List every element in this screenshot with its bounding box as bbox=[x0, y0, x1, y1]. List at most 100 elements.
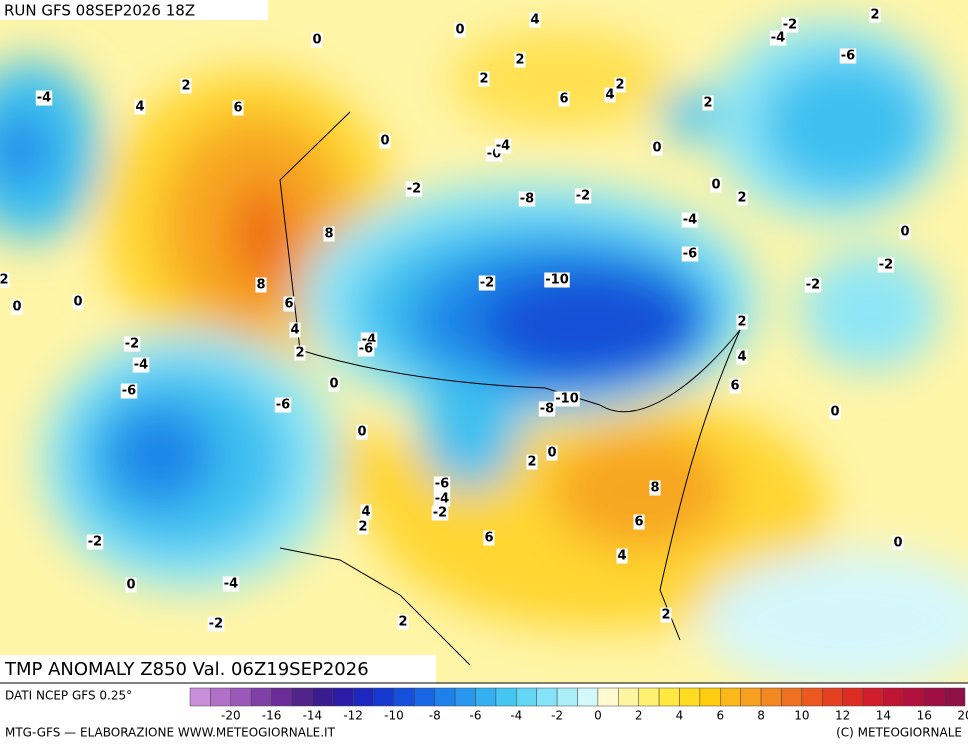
scale-label: 4 bbox=[676, 709, 684, 723]
scale-swatch bbox=[556, 687, 578, 707]
scale-label: 14 bbox=[876, 709, 891, 723]
contour-label-bg bbox=[11, 299, 23, 315]
scale-swatch bbox=[434, 687, 456, 707]
run-label: RUN GFS 08SEP2026 18Z bbox=[4, 2, 195, 20]
contour-label-bg bbox=[72, 294, 84, 310]
color-scale: -20-16-14-12-10-8-6-4-2024681012141620 bbox=[189, 687, 968, 723]
contour-label-bg bbox=[379, 133, 391, 149]
contour-label: -6 bbox=[359, 342, 373, 357]
contour-label: 4 bbox=[361, 505, 370, 520]
contour-label-bg bbox=[829, 404, 841, 420]
scale-swatch bbox=[373, 687, 395, 707]
contour-label-bg bbox=[804, 277, 822, 293]
scale-swatch bbox=[842, 687, 864, 707]
contour-label: 2 bbox=[398, 615, 407, 630]
contour-label: 6 bbox=[559, 92, 568, 107]
contour-label-bg bbox=[120, 383, 138, 399]
contour-label: 2 bbox=[737, 315, 746, 330]
scale-swatch bbox=[393, 687, 415, 707]
contour-label: 2 bbox=[870, 8, 879, 23]
contour-label-bg bbox=[899, 224, 911, 240]
scale-swatch bbox=[618, 687, 639, 707]
contour-label-bg bbox=[478, 275, 496, 291]
borders bbox=[279, 111, 741, 666]
contour-label-bg bbox=[360, 504, 372, 520]
scale-swatch bbox=[720, 687, 741, 707]
contour-label: 4 bbox=[617, 549, 626, 564]
contour-label-bg bbox=[357, 519, 369, 535]
scale-label: 16 bbox=[917, 709, 932, 723]
contour-label-bg bbox=[538, 401, 556, 417]
contour-label: 2 bbox=[527, 455, 536, 470]
contour-label: -4 bbox=[224, 577, 238, 592]
contour-label-bg bbox=[274, 397, 292, 413]
scale-label: -6 bbox=[470, 709, 482, 723]
contour-label: 0 bbox=[652, 141, 661, 156]
scale-swatch bbox=[332, 687, 354, 707]
scale-swatch bbox=[638, 687, 660, 707]
contour-label: 0 bbox=[830, 405, 839, 420]
contour-label-bg bbox=[651, 140, 663, 156]
contour-label: 4 bbox=[290, 323, 299, 338]
contour-label: 0 bbox=[900, 225, 909, 240]
contour-label: 4 bbox=[605, 88, 614, 103]
contour-label-bg bbox=[574, 188, 592, 204]
contour-label-bg bbox=[729, 378, 741, 394]
contour-label: -2 bbox=[88, 535, 102, 550]
contour-label-bg bbox=[207, 616, 225, 632]
contour-label-bg bbox=[736, 190, 748, 206]
contour-label-bg bbox=[0, 272, 10, 288]
contour-label: 2 bbox=[0, 273, 9, 288]
contour-label: -2 bbox=[125, 337, 139, 352]
coast-line bbox=[599, 329, 741, 641]
contour-label-bg bbox=[681, 212, 699, 228]
contour-label: -6 bbox=[435, 477, 449, 492]
scale-swatch bbox=[230, 687, 252, 707]
contour-label-bg bbox=[132, 357, 150, 373]
contour-label-bg bbox=[454, 22, 466, 38]
scale-swatch bbox=[291, 687, 313, 707]
contour-label: 6 bbox=[284, 297, 293, 312]
contour-label: 0 bbox=[357, 425, 366, 440]
scale-label: 10 bbox=[794, 709, 809, 723]
contour-label: 6 bbox=[730, 379, 739, 394]
scale-label: -10 bbox=[384, 709, 404, 723]
contour-label-bg bbox=[869, 7, 881, 23]
scale-swatch bbox=[597, 687, 619, 707]
contour-label-bg bbox=[356, 424, 368, 440]
contour-label-bg bbox=[232, 100, 244, 116]
contour-label: -2 bbox=[783, 18, 797, 33]
scale-swatch bbox=[781, 687, 803, 707]
scale-swatch bbox=[862, 687, 884, 707]
contour-label: -4 bbox=[771, 31, 785, 46]
credit-label: MTG-GFS — ELABORAZIONE WWW.METEOGIORNALE… bbox=[5, 726, 336, 740]
contour-label-bg bbox=[433, 491, 451, 507]
contour-label: 2 bbox=[181, 79, 190, 94]
contour-label: -4 bbox=[683, 213, 697, 228]
contour-label: -4 bbox=[37, 91, 51, 106]
contour-label-bg bbox=[558, 91, 570, 107]
title-box bbox=[0, 655, 436, 683]
contour-label: 0 bbox=[455, 23, 464, 38]
contour-label-bg bbox=[294, 345, 306, 361]
contour-label-bg bbox=[710, 177, 722, 193]
scale-swatch bbox=[658, 687, 680, 707]
scale-swatch bbox=[454, 687, 476, 707]
contour-label-bg bbox=[544, 272, 570, 288]
contour-label-bg bbox=[483, 530, 495, 546]
contour-label: 0 bbox=[312, 33, 321, 48]
contour-label: -8 bbox=[520, 192, 534, 207]
contour-label: 2 bbox=[479, 72, 488, 87]
scale-label: 6 bbox=[716, 709, 724, 723]
contour-label-bg bbox=[405, 181, 423, 197]
contour-label: 0 bbox=[547, 446, 556, 461]
contour-label: 4 bbox=[530, 13, 539, 28]
contour-label: 0 bbox=[329, 377, 338, 392]
scale-swatch bbox=[577, 687, 599, 707]
contour-label: -4 bbox=[134, 358, 148, 373]
contour-label: 2 bbox=[737, 191, 746, 206]
contour-label: -6 bbox=[122, 384, 136, 399]
scale-label: 0 bbox=[594, 709, 602, 723]
contour-label-bg bbox=[357, 341, 375, 357]
contour-label-bg bbox=[311, 32, 323, 48]
